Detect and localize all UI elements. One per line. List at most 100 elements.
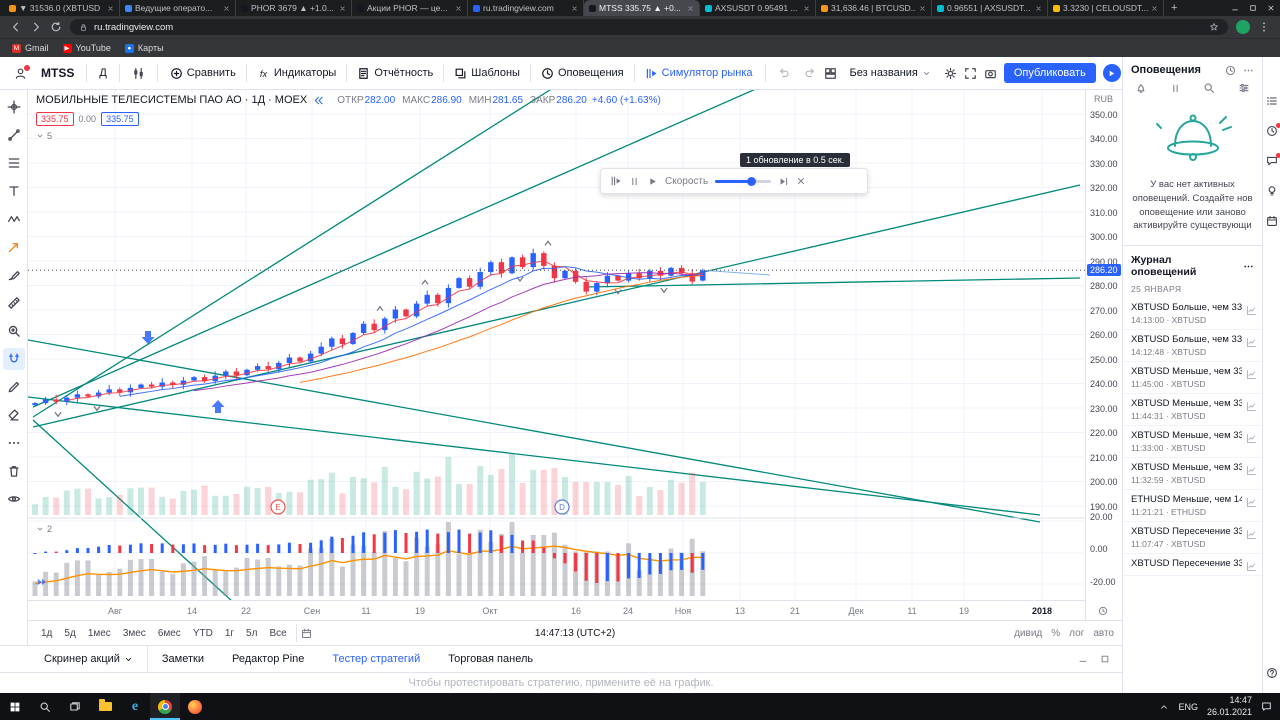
profile-avatar[interactable]: [1236, 20, 1250, 34]
alert-log-item[interactable]: XBTUSD Меньше, чем 33... 11:45:00 · XBTUS…: [1123, 362, 1262, 395]
close-tab-icon[interactable]: [1035, 5, 1042, 12]
close-replay-icon[interactable]: [796, 176, 806, 186]
tool-trash[interactable]: [3, 460, 25, 482]
tool-zoom[interactable]: [3, 320, 25, 342]
tool-trendline[interactable]: [3, 124, 25, 146]
window-minimize-button[interactable]: [1226, 4, 1244, 12]
pane1-collapse[interactable]: 5: [36, 131, 52, 141]
panel-tab[interactable]: Торговая панель: [448, 653, 534, 665]
tool-eye[interactable]: [3, 488, 25, 510]
browser-tab[interactable]: AXSUSDT 0.95491 ...: [700, 0, 816, 16]
bookmark-item[interactable]: ▶ YouTube: [62, 43, 111, 53]
back-icon[interactable]: [10, 21, 22, 33]
range-button[interactable]: 5д: [64, 627, 76, 639]
minichart-icon[interactable]: [1246, 561, 1257, 572]
fullscreen-icon[interactable]: [964, 67, 977, 80]
pane2-collapse[interactable]: 2: [36, 524, 52, 534]
alert-log-item[interactable]: XBTUSD Пересечение 33...: [1123, 554, 1262, 577]
panel-tab[interactable]: Заметки: [161, 653, 204, 665]
panel-bulb-button[interactable]: [1266, 185, 1278, 197]
keyboard-language[interactable]: ENG: [1178, 701, 1198, 712]
range-button[interactable]: 1мес: [87, 627, 111, 639]
pause-icon[interactable]: [629, 176, 640, 187]
alert-log-item[interactable]: XBTUSD Меньше, чем 33... 11:44:31 · XBTUS…: [1123, 394, 1262, 427]
window-close-button[interactable]: [1262, 4, 1280, 12]
panel-calendar-button[interactable]: [1266, 215, 1278, 227]
range-button[interactable]: Все: [269, 627, 287, 639]
timezone-clock-icon[interactable]: [1098, 606, 1108, 618]
close-tab-icon[interactable]: [919, 5, 926, 12]
tool-pencil[interactable]: [3, 376, 25, 398]
alert-log-item[interactable]: XBTUSD Больше, чем 33... 14:12:48 · XBTUS…: [1123, 330, 1262, 363]
ask-price[interactable]: 335.75: [101, 112, 139, 126]
replay-rewind-icon[interactable]: [313, 95, 324, 106]
browser-tab[interactable]: ▼ 31536.0 (XBTUSD: [4, 0, 120, 16]
toolbar-fx-button[interactable]: fx Индикаторы: [251, 64, 343, 83]
toolbar-templates-button[interactable]: Шаблоны: [448, 64, 526, 83]
alerts-log-menu-icon[interactable]: [1243, 261, 1254, 272]
tool-fib[interactable]: [3, 152, 25, 174]
panel-list-button[interactable]: [1266, 95, 1278, 107]
browser-tab[interactable]: MTSS 335.75 ▲ +0...: [584, 0, 700, 16]
file-explorer-button[interactable]: [90, 693, 120, 720]
alert-log-item[interactable]: XBTUSD Меньше, чем 33... 11:32:59 · XBTUS…: [1123, 458, 1262, 491]
firefox-button[interactable]: [180, 693, 210, 720]
tool-ruler[interactable]: [3, 292, 25, 314]
chart-legend[interactable]: МОБИЛЬНЫЕ ТЕЛЕСИСТЕМЫ ПАО АО · 1Д · MOEX…: [36, 94, 661, 106]
chrome-button[interactable]: [150, 693, 180, 720]
price-scale[interactable]: 350.00 340.00 330.00 320.00 310.00 300.00 290.…: [1085, 90, 1122, 620]
interval-button[interactable]: Д: [99, 67, 107, 79]
go-to-date-icon[interactable]: [301, 628, 312, 639]
publish-button[interactable]: Опубликовать: [1003, 63, 1096, 83]
browser-tab[interactable]: Акции PHOR — це...: [352, 0, 468, 16]
url-text[interactable]: ru.tradingview.com: [94, 21, 174, 33]
minichart-icon[interactable]: [1246, 529, 1257, 540]
browser-tab[interactable]: 3.3230 | CELOUSDT...: [1048, 0, 1164, 16]
symbol-title[interactable]: МОБИЛЬНЫЕ ТЕЛЕСИСТЕМЫ ПАО АО · 1Д · MOEX: [36, 94, 308, 106]
quick-action-button[interactable]: [1102, 64, 1121, 82]
minichart-icon[interactable]: [1246, 433, 1257, 444]
reload-icon[interactable]: [50, 21, 62, 33]
panel-chat-button[interactable]: [1266, 153, 1280, 167]
start-button[interactable]: [0, 693, 30, 720]
alert-bell-icon[interactable]: [1135, 82, 1147, 94]
settings-icon[interactable]: [944, 67, 957, 80]
redo-button[interactable]: [798, 64, 822, 82]
tool-eraser[interactable]: [3, 404, 25, 426]
close-tab-icon[interactable]: [223, 5, 230, 12]
action-center-icon[interactable]: [1261, 701, 1272, 712]
panel-minimize-icon[interactable]: [1078, 654, 1088, 664]
filter-alerts-icon[interactable]: [1238, 82, 1250, 94]
new-tab-button[interactable]: +: [1171, 2, 1178, 14]
user-menu-button[interactable]: [8, 64, 33, 83]
panel-tab[interactable]: Тестер стратегий: [332, 653, 421, 665]
scale-toggle[interactable]: дивид: [1014, 627, 1043, 639]
alert-log-item[interactable]: ETHUSD Меньше, чем 14... 11:21:21 · ETHUS…: [1123, 490, 1262, 523]
range-button[interactable]: YTD: [192, 627, 213, 639]
edge-button[interactable]: e: [120, 693, 150, 720]
close-tab-icon[interactable]: [1151, 5, 1158, 12]
toolbar-compare-button[interactable]: Сравнить: [164, 64, 242, 83]
panel-clock-button[interactable]: [1266, 123, 1280, 137]
range-button[interactable]: 5л: [246, 627, 258, 639]
minichart-icon[interactable]: [1246, 337, 1257, 348]
browser-tab[interactable]: 31,636.46 | BTCUSD...: [816, 0, 932, 16]
panel-tab[interactable]: Редактор Pine: [231, 653, 305, 665]
close-tab-icon[interactable]: [687, 5, 694, 12]
step-forward-icon[interactable]: [778, 176, 789, 187]
scale-toggle[interactable]: авто: [1093, 627, 1114, 639]
close-tab-icon[interactable]: [455, 5, 462, 12]
panel-tab[interactable]: Скринер акций: [30, 646, 148, 672]
close-tab-icon[interactable]: [107, 5, 114, 12]
bookmark-item[interactable]: M Gmail: [12, 43, 49, 53]
url-bar[interactable]: ru.tradingview.com: [70, 19, 1228, 35]
bookmark-item[interactable]: ● Карты: [124, 43, 164, 53]
minichart-icon[interactable]: [1246, 497, 1257, 508]
alert-log-item[interactable]: XBTUSD Больше, чем 33... 14:13:00 · XBTUS…: [1123, 298, 1262, 331]
symbol-button[interactable]: MTSS: [41, 66, 75, 80]
minichart-icon[interactable]: [1246, 401, 1257, 412]
task-view-button[interactable]: [60, 693, 90, 720]
tool-dots[interactable]: [3, 432, 25, 454]
speed-slider[interactable]: [715, 176, 772, 186]
